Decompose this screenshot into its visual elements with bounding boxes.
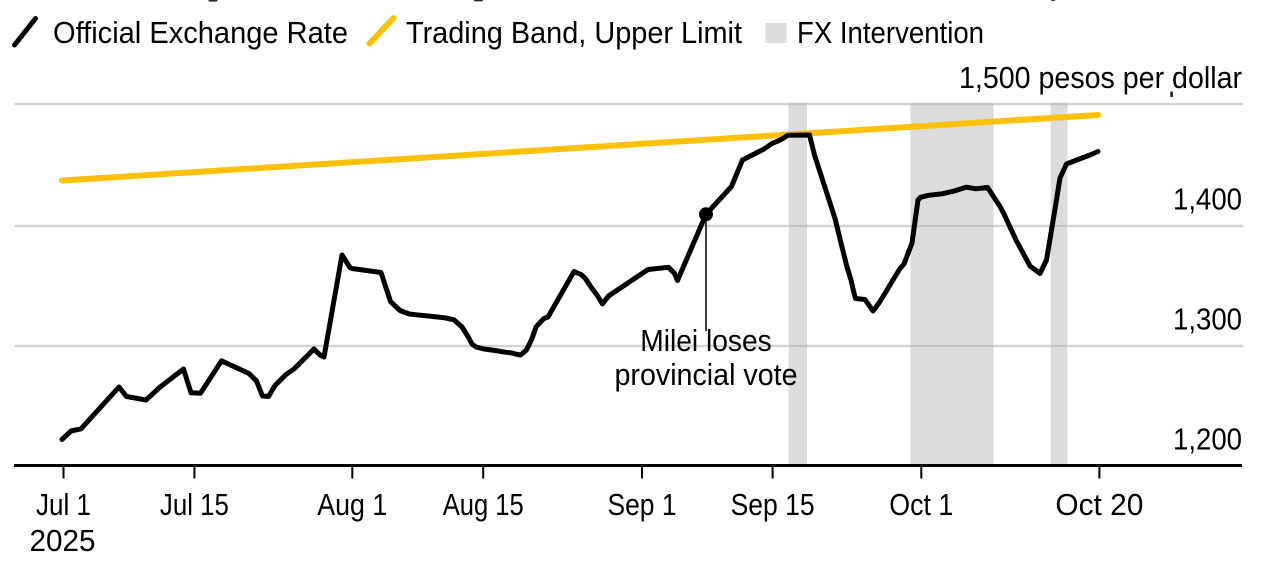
svg-text:Milei loses: Milei loses <box>640 324 772 358</box>
svg-text:1,200: 1,200 <box>1173 423 1242 457</box>
svg-text:Official Exchange Rate: Official Exchange Rate <box>53 16 348 50</box>
svg-text:Oct 20: Oct 20 <box>1055 488 1143 522</box>
svg-text:Aug 1: Aug 1 <box>317 488 387 522</box>
svg-text:Jul 1: Jul 1 <box>36 488 91 522</box>
svg-text:1,300: 1,300 <box>1173 303 1242 337</box>
svg-text:FX Intervention: FX Intervention <box>797 16 984 50</box>
svg-text:Sep 1: Sep 1 <box>608 488 677 522</box>
svg-text:Aug 15: Aug 15 <box>443 488 524 522</box>
svg-text:Oct 1: Oct 1 <box>889 488 953 522</box>
svg-text:Sep 15: Sep 15 <box>731 488 815 522</box>
svg-text:2025: 2025 <box>30 524 96 558</box>
svg-text:1,400: 1,400 <box>1173 183 1242 217</box>
svg-text:Jul 15: Jul 15 <box>160 488 229 522</box>
svg-text:provincial vote: provincial vote <box>615 358 798 392</box>
svg-text:Trading Band, Upper Limit: Trading Band, Upper Limit <box>406 16 743 50</box>
svg-text:1,500 pesos per dollar: 1,500 pesos per dollar <box>959 61 1242 95</box>
